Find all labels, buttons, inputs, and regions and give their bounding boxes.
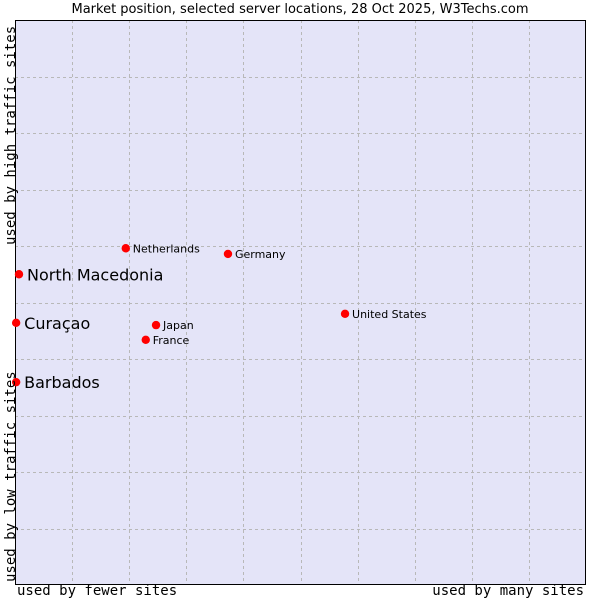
data-point	[340, 309, 350, 318]
data-point	[121, 244, 130, 253]
data-label: Curaçao	[24, 314, 90, 333]
data-label: Netherlands	[133, 242, 200, 255]
data-point	[11, 377, 21, 387]
x-axis-label-right: used by many sites	[432, 583, 584, 599]
data-point	[11, 318, 21, 328]
data-point	[151, 320, 161, 330]
data-point	[14, 270, 24, 279]
y-axis-label-bottom: used by low traffic sites	[3, 371, 19, 582]
data-label: Barbados	[24, 373, 100, 392]
data-point	[223, 249, 233, 259]
y-axis-label-top: used by high traffic sites	[3, 25, 19, 245]
chart-title: Market position, selected server locatio…	[71, 2, 529, 17]
data-label: Germany	[235, 248, 286, 261]
plot-background	[15, 20, 586, 585]
data-label: North Macedonia	[27, 265, 163, 284]
data-label: United States	[352, 308, 427, 321]
data-label: France	[153, 334, 190, 347]
data-point	[141, 335, 150, 344]
plot-border	[15, 20, 586, 585]
data-label: Japan	[162, 319, 194, 332]
x-axis-label-left: used by fewer sites	[17, 583, 178, 599]
